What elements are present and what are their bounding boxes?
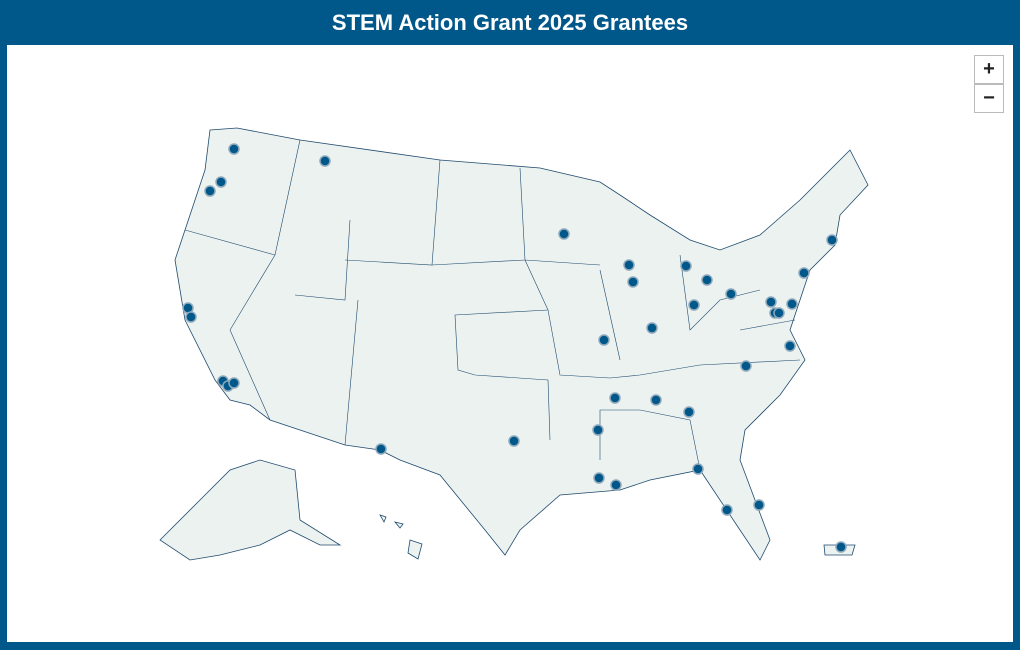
grantee-marker[interactable] xyxy=(558,228,570,240)
grantee-marker[interactable] xyxy=(798,267,810,279)
grantee-marker[interactable] xyxy=(773,307,785,319)
grantee-marker[interactable] xyxy=(228,143,240,155)
grantee-marker[interactable] xyxy=(835,541,847,553)
grantee-marker[interactable] xyxy=(646,322,658,334)
grantee-marker[interactable] xyxy=(623,259,635,271)
grantee-marker[interactable] xyxy=(688,299,700,311)
grantee-marker[interactable] xyxy=(610,479,622,491)
grantee-marker[interactable] xyxy=(204,185,216,197)
grantee-marker[interactable] xyxy=(680,260,692,272)
zoom-in[interactable]: + xyxy=(974,55,1004,84)
grantee-marker[interactable] xyxy=(753,499,765,511)
grantee-marker[interactable] xyxy=(375,443,387,455)
grantee-marker[interactable] xyxy=(826,234,838,246)
grantee-marker[interactable] xyxy=(185,311,197,323)
grantee-marker[interactable] xyxy=(721,504,733,516)
grantee-marker[interactable] xyxy=(701,274,713,286)
zoom-out[interactable]: − xyxy=(974,84,1004,113)
grantee-marker[interactable] xyxy=(784,340,796,352)
grantee-marker[interactable] xyxy=(650,394,662,406)
map: + − xyxy=(7,45,1013,642)
grantee-marker[interactable] xyxy=(627,276,639,288)
grantee-marker[interactable] xyxy=(215,176,227,188)
grantee-marker[interactable] xyxy=(609,392,621,404)
title: STEM Action Grant 2025 Grantees xyxy=(331,10,689,35)
grantee-marker[interactable] xyxy=(683,406,695,418)
grantee-marker[interactable] xyxy=(592,424,604,436)
grantee-marker[interactable] xyxy=(598,334,610,346)
map-canvas xyxy=(159,127,869,561)
alaska xyxy=(159,459,342,561)
grantee-marker[interactable] xyxy=(765,296,777,308)
grantee-marker[interactable] xyxy=(692,463,704,475)
hawaii xyxy=(379,514,423,560)
grantee-marker[interactable] xyxy=(319,155,331,167)
grantee-marker[interactable] xyxy=(593,472,605,484)
state-borders xyxy=(184,139,801,471)
grantee-marker[interactable] xyxy=(786,298,798,310)
grantee-marker[interactable] xyxy=(228,377,240,389)
grantee-marker[interactable] xyxy=(508,435,520,447)
grantee-marker[interactable] xyxy=(740,360,752,372)
contiguous-us xyxy=(174,127,869,561)
grantee-marker[interactable] xyxy=(725,288,737,300)
